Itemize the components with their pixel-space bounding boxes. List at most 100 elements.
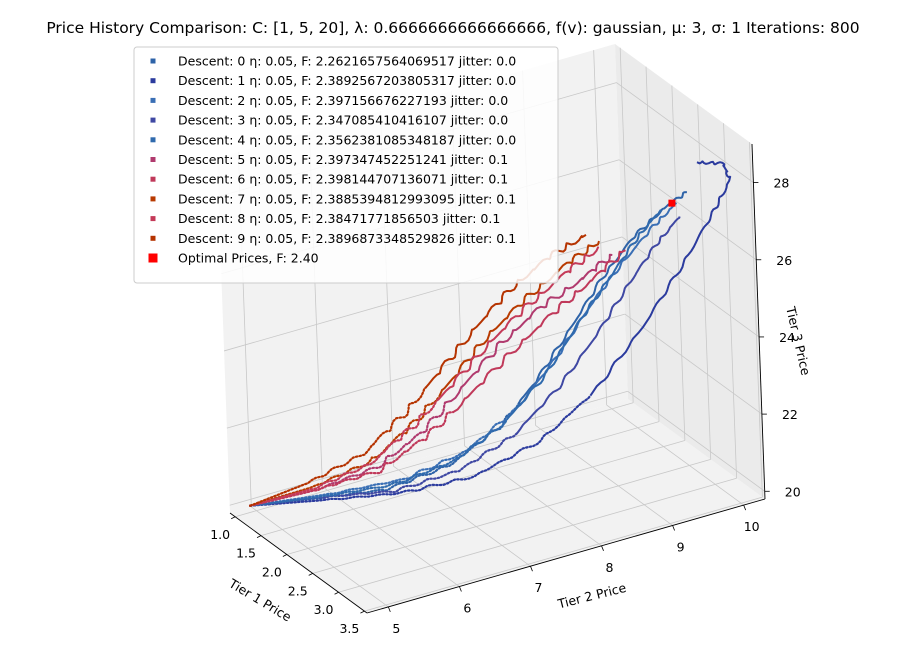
legend-marker-7 [150, 196, 156, 202]
series-line-7-early [249, 395, 441, 507]
tick-labels: 1.0 1.5 2.0 2.5 3.0 3.5 5 6 7 8 9 10 20 22 24 26 28 [210, 176, 800, 637]
legend-label-1: Descent: 1 η: 0.05, F: 2.389256720380531… [178, 73, 516, 88]
grid-x-floor [312, 458, 711, 574]
legend-label-2: Descent: 2 η: 0.05, F: 2.397156676227193… [178, 93, 508, 108]
series-line-1-early [249, 394, 592, 507]
grid-y-floor [464, 445, 602, 547]
series-line-1 [589, 160, 732, 397]
legend-marker-4 [150, 137, 156, 143]
series-line-6-early [249, 411, 455, 507]
x-tick-label: 1.5 [236, 546, 256, 561]
series-line-3 [516, 216, 681, 434]
z-tick-label: 26 [776, 253, 792, 268]
legend-label-6: Descent: 6 η: 0.05, F: 2.398144707136071… [178, 172, 508, 187]
x-tick-mark [334, 591, 339, 595]
series-line-8 [435, 246, 600, 402]
y-tick-mark [601, 545, 604, 551]
grid-y-floor [393, 465, 531, 567]
legend-label-9: Descent: 9 η: 0.05, F: 2.389687334852982… [178, 231, 516, 246]
series-line-2-early [249, 406, 519, 507]
legend-label-0: Descent: 0 η: 0.05, F: 2.262165756406951… [178, 54, 516, 69]
y-tick-label: 7 [534, 580, 542, 595]
legend-marker-0 [150, 58, 156, 64]
legend-label-10: Optimal Prices, F: 2.40 [178, 251, 319, 266]
grid-z-right [616, 82, 754, 183]
y-tick-label: 9 [677, 539, 685, 554]
grid-x-wall [671, 85, 686, 441]
z-axis-line [751, 143, 766, 500]
x-tick-label: 2.5 [288, 583, 308, 598]
legend-marker-9 [150, 235, 156, 241]
y-tick-label: 8 [606, 560, 614, 575]
grid-z-right [624, 313, 763, 415]
axis-lines [229, 143, 766, 614]
x-tick-label: 3.5 [339, 621, 359, 636]
grid-z-right [627, 390, 765, 492]
grid-x-wall [723, 123, 737, 479]
legend-label-3: Descent: 3 η: 0.05, F: 2.347085410416107… [178, 113, 508, 128]
x-tick-mark [230, 516, 236, 520]
legend-marker-3 [150, 117, 156, 123]
back-right-pane [615, 44, 765, 499]
optimal-price-marker [668, 199, 676, 207]
z-tick-label: 28 [773, 176, 789, 191]
y-axis-line [366, 498, 766, 614]
grid-x-floor [364, 496, 763, 612]
series-line-2 [516, 202, 678, 409]
legend-marker-5 [150, 157, 156, 162]
x-tick-label: 1.0 [210, 527, 230, 542]
legend-marker-10 [148, 253, 158, 263]
grid-z-right [621, 236, 760, 338]
y-tick-label: 10 [744, 519, 760, 534]
x-tick-mark [282, 554, 288, 557]
y-axis-label: Tier 2 Price [555, 580, 628, 612]
series-line-7 [438, 240, 600, 398]
grid-y-floor [535, 425, 673, 526]
legend: Descent: 0 η: 0.05, F: 2.262165756406951… [133, 46, 559, 284]
y-tick-label: 6 [463, 601, 471, 616]
grid-y-floor [251, 506, 389, 608]
grid-z-left [226, 313, 626, 429]
x-tick-label: 3.0 [314, 602, 334, 617]
x-tick-mark [308, 573, 313, 576]
series-line-5 [444, 253, 613, 404]
grid-x-floor [260, 421, 660, 537]
grid-z-left [229, 390, 628, 506]
series-line-4-early [249, 418, 508, 507]
y-tick-mark [387, 606, 391, 613]
legend-label-5: Descent: 5 η: 0.05, F: 2.397347452251241… [178, 152, 508, 167]
floor-pane [230, 399, 765, 613]
series-line-4 [506, 209, 662, 421]
legend-marker-2 [150, 97, 156, 103]
series-line-9-early [249, 386, 427, 507]
series-line-9 [425, 234, 587, 389]
legend-label-7: Descent: 7 η: 0.05, F: 2.388539481299309… [178, 191, 516, 206]
legend-marker-8 [150, 216, 156, 222]
legend-marker-1 [150, 78, 156, 84]
x-tick-label: 2.0 [262, 565, 282, 580]
series-line-8-early [249, 399, 438, 507]
grid-y-floor [322, 486, 460, 587]
legend-label-8: Descent: 8 η: 0.05, F: 2.38471771856503 … [178, 211, 500, 226]
series-layer [249, 160, 732, 507]
series-line-0 [517, 191, 687, 404]
series-line-6 [452, 249, 626, 413]
grid-y-wall [593, 50, 608, 406]
chart-title: Price History Comparison: C: [1, 5, 20],… [46, 19, 859, 37]
x-tick-mark [360, 610, 365, 614]
grid-x-floor [338, 477, 737, 593]
legend-frame [133, 46, 559, 284]
y-tick-mark [672, 525, 675, 531]
x-tick-mark [256, 535, 262, 538]
grid-x-floor [286, 440, 685, 555]
z-tick-label: 22 [782, 407, 798, 422]
grid-lines [218, 47, 765, 612]
grid-z-right [619, 159, 757, 261]
grid-x-wall [749, 142, 763, 498]
z-tick-label: 20 [785, 484, 801, 499]
x-axis-line [229, 512, 368, 614]
legend-marker-6 [150, 176, 156, 182]
legend-label-4: Descent: 4 η: 0.05, F: 2.356238108534818… [178, 132, 516, 147]
y-tick-mark [743, 504, 747, 511]
